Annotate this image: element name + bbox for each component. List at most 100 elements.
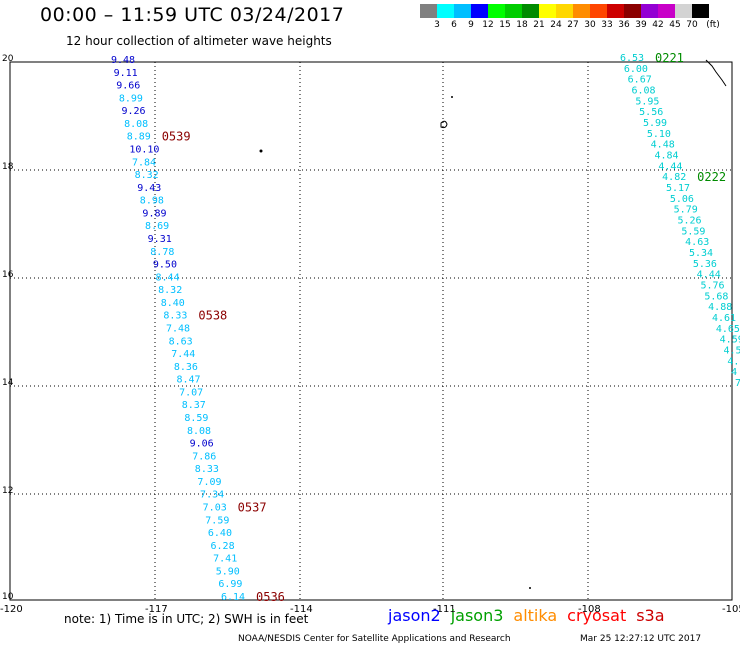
wave-height-label: 6.67 <box>628 75 652 86</box>
wave-height-label: 5.76 <box>701 281 725 292</box>
altimeter-tracks: 9.48 9.11 9.668.99 9.26 8.08 8.89 10.107.84 8.3… <box>111 51 740 604</box>
wave-height-label: 9.89 <box>142 208 166 219</box>
wave-height-label: 8.98 <box>140 196 164 207</box>
scale-swatch <box>641 4 658 18</box>
wave-height-label: 9.06 <box>190 439 214 450</box>
wave-height-label: 6.00 <box>624 64 648 75</box>
wave-height-label: 9.31 <box>148 234 172 245</box>
wave-height-label: 4.59 <box>720 335 740 346</box>
wave-height-label: 7.07 <box>179 387 203 398</box>
wave-height-label: 7.03 <box>203 503 227 514</box>
scale-swatch <box>692 4 709 18</box>
map-grid <box>10 62 732 600</box>
wave-height-label: 5.36 <box>693 259 717 270</box>
wave-height-label: 5.68 <box>704 291 728 302</box>
wave-height-label: 5.90 <box>216 566 240 577</box>
wave-height-color-scale: 3 6 9 12 15 18 21 24 27 30 33 36 39 42 45 70 (ft) <box>420 4 720 38</box>
island-marker <box>529 587 531 589</box>
wave-height-label: 4.88 <box>708 302 732 313</box>
wave-height-label: 9.66 <box>116 81 140 92</box>
footer-note: note: 1) Time is in UTC; 2) SWH is in fe… <box>64 612 309 626</box>
wave-height-label: 9.50 <box>153 260 177 271</box>
wave-height-label: 4 <box>731 367 737 378</box>
wave-height-label: 7.41 <box>213 554 237 565</box>
wave-height-label: 8.40 <box>161 298 185 309</box>
island-marker <box>440 120 448 129</box>
island-marker <box>259 149 263 153</box>
latitude-tick-label: 16 <box>2 270 14 280</box>
wave-height-label: 4.5 <box>724 346 740 357</box>
coastline-features <box>259 59 727 589</box>
scale-tick-label: 39 <box>635 20 647 30</box>
scale-swatch <box>488 4 505 18</box>
wave-height-label: 7.48 <box>166 324 190 335</box>
scale-swatch <box>505 4 522 18</box>
scale-tick-label: 27 <box>567 20 579 30</box>
scale-tick-label: 42 <box>652 20 664 30</box>
wave-height-label: 5.34 <box>689 248 713 259</box>
map-subtitle: 12 hour collection of altimeter wave hei… <box>66 34 332 48</box>
scale-tick-label: 45 <box>669 20 681 30</box>
wave-height-label: 5.17 <box>666 183 690 194</box>
wave-height-label: 5.56 <box>639 107 663 118</box>
wave-height-label: 8.33 <box>195 464 219 475</box>
pass-time-label: 0221 <box>655 51 684 65</box>
scale-tick-label: 18 <box>516 20 528 30</box>
wave-height-label: 6.08 <box>632 86 656 97</box>
scale-swatch <box>675 4 692 18</box>
color-scale-swatches <box>420 4 709 18</box>
scale-swatch <box>624 4 641 18</box>
map-title: 00:00 – 11:59 UTC 03/24/2017 <box>40 4 345 26</box>
wave-height-label: 4.44 <box>697 270 721 281</box>
satellite-legend-item: jason3 <box>450 606 504 625</box>
scale-swatch <box>556 4 573 18</box>
scale-swatch <box>590 4 607 18</box>
wave-height-label: 7.34 <box>200 490 224 501</box>
wave-height-label: 7.59 <box>205 515 229 526</box>
scale-swatch <box>607 4 624 18</box>
wave-height-label: 7 <box>735 378 740 389</box>
wave-height-label: 6.40 <box>208 528 232 539</box>
wave-height-label: 8.08 <box>124 119 148 130</box>
wave-height-label: 6.28 <box>211 541 235 552</box>
wave-height-label: 9.43 <box>137 183 161 194</box>
latitude-tick-label: 10 <box>2 592 14 602</box>
wave-height-label: 4.63 <box>685 237 709 248</box>
latitude-tick-label: 20 <box>2 54 14 64</box>
wave-height-label: 7.44 <box>171 349 195 360</box>
wave-height-label: 5.26 <box>678 216 702 227</box>
wave-height-label: 5.06 <box>670 194 694 205</box>
wave-height-label: 8.32 <box>158 285 182 296</box>
wave-height-label: 8.69 <box>145 221 169 232</box>
wave-height-label: 8.08 <box>187 426 211 437</box>
scale-swatch <box>573 4 590 18</box>
scale-swatch <box>471 4 488 18</box>
wave-height-label: 4.48 <box>651 140 675 151</box>
wave-height-label: 4.44 <box>658 161 682 172</box>
scale-tick-label: 21 <box>533 20 545 30</box>
wave-height-label: 8.32 <box>135 170 159 181</box>
wave-height-label: 4.61 <box>712 313 736 324</box>
credit-line: NOAA/NESDIS Center for Satellite Applica… <box>238 634 511 644</box>
longitude-tick-label: -120 <box>0 604 23 615</box>
wave-height-label: 7.09 <box>197 477 221 488</box>
scale-tick-label: 15 <box>499 20 511 30</box>
satellite-legend-item: s3a <box>636 606 665 625</box>
generation-timestamp: Mar 25 12:27:12 UTC 2017 <box>580 634 702 644</box>
scale-swatch <box>522 4 539 18</box>
pass-time-label: 0538 <box>198 309 227 323</box>
scale-tick-label: 30 <box>584 20 596 30</box>
pass-time-label: 0537 <box>238 501 267 515</box>
satellite-legend-item: cryosat <box>567 606 627 625</box>
wave-height-label: 7.84 <box>132 157 156 168</box>
pass-time-label: 0539 <box>162 130 191 144</box>
wave-height-label: 8.78 <box>150 247 174 258</box>
scale-swatch <box>539 4 556 18</box>
scale-tick-label: 6 <box>451 20 457 30</box>
wave-height-label: 7.86 <box>192 451 216 462</box>
wave-height-label: 8.44 <box>156 272 180 283</box>
scale-swatch <box>437 4 454 18</box>
wave-height-label: 9.11 <box>114 68 138 79</box>
wave-height-label: 4.65 <box>716 324 740 335</box>
